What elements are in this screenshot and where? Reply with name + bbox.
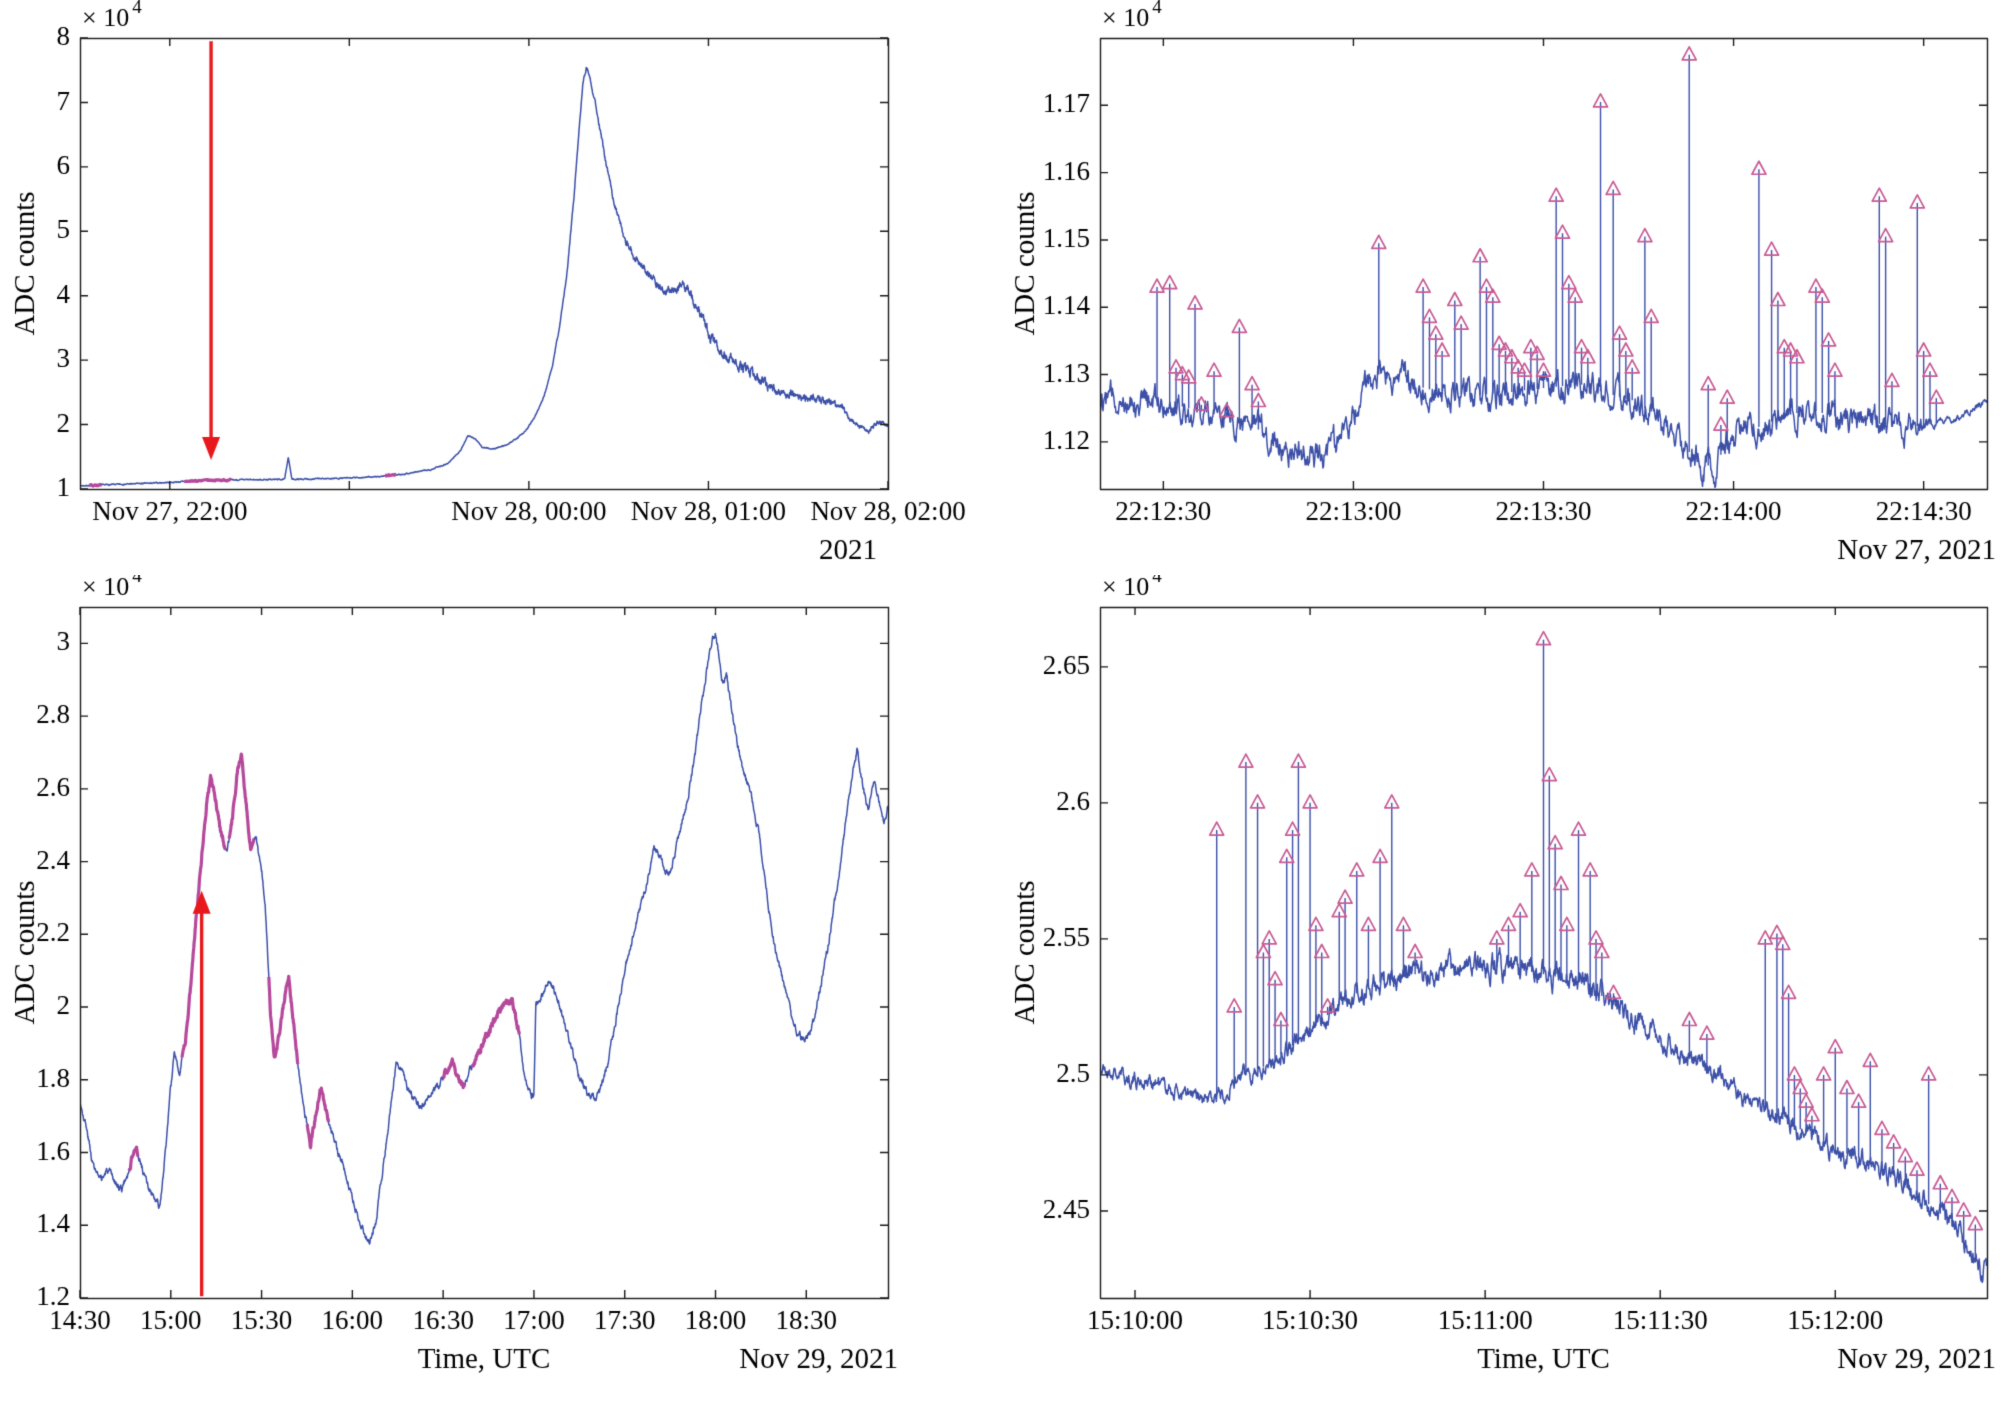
panel-zoom-nov29 xyxy=(1000,575,2001,1426)
panel-overview-nov29 xyxy=(0,575,1000,1426)
chart-overview-nov27-28-canvas xyxy=(0,0,1000,575)
chart-zoom-nov27-canvas xyxy=(1000,0,2001,575)
chart-zoom-nov29-canvas xyxy=(1000,575,2001,1426)
chart-overview-nov29-canvas xyxy=(0,575,1000,1426)
panel-overview-nov27-28 xyxy=(0,0,1000,575)
panel-zoom-nov27 xyxy=(1000,0,2001,575)
